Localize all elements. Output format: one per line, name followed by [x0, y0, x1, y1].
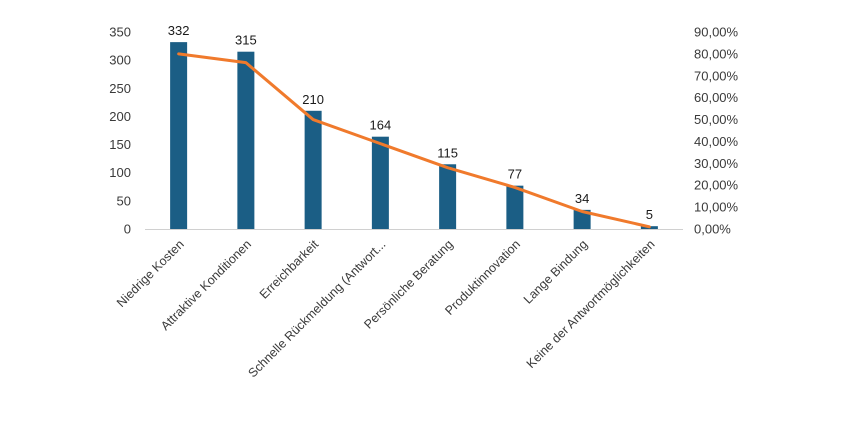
category-label: Erreichbarkeit	[257, 237, 322, 302]
left-axis-tick-label: 300	[109, 53, 131, 68]
bar	[237, 51, 255, 230]
left-axis-tick-label: 100	[109, 165, 131, 180]
bar	[371, 136, 389, 229]
right-axis-tick-label: 90,00%	[694, 25, 739, 40]
left-axis-tick-label: 250	[109, 81, 131, 96]
category-label: Niedrige Kosten	[114, 237, 187, 310]
right-axis-tick-label: 0,00%	[694, 222, 731, 237]
right-axis-tick-label: 30,00%	[694, 156, 739, 171]
category-label: Produktinnovation	[442, 237, 523, 318]
left-axis-tick-label: 50	[117, 193, 131, 208]
left-axis-tick-label: 350	[109, 25, 131, 40]
right-axis-tick-label: 50,00%	[694, 112, 739, 127]
bar-data-label: 164	[370, 118, 392, 133]
bar-data-label: 115	[437, 145, 458, 160]
bar-data-label: 34	[575, 191, 589, 206]
bar-data-label: 77	[508, 167, 522, 182]
left-axis-tick-label: 200	[109, 109, 131, 124]
category-label: Schnelle Rückmeldung (Antwort...	[245, 237, 388, 380]
bar	[304, 110, 322, 229]
bar-data-label: 5	[646, 207, 653, 222]
right-axis-tick-label: 40,00%	[694, 134, 739, 149]
left-axis-tick-label: 150	[109, 137, 131, 152]
right-axis-tick-label: 60,00%	[694, 90, 739, 105]
bar	[506, 185, 524, 229]
bar-data-label: 315	[235, 33, 257, 48]
category-label: Keine der Antwortmöglichkeiten	[524, 237, 658, 371]
right-axis-tick-label: 10,00%	[694, 200, 739, 215]
right-axis-tick-label: 80,00%	[694, 46, 739, 61]
cumulative-line	[177, 52, 651, 229]
bar-data-label: 332	[168, 23, 190, 38]
bar	[439, 164, 457, 229]
left-axis-tick-label: 0	[124, 222, 131, 237]
bar	[573, 209, 591, 229]
category-label: Lange Bindung	[521, 237, 590, 306]
right-axis-tick-label: 70,00%	[694, 68, 739, 83]
right-axis-tick-label: 20,00%	[694, 178, 739, 193]
bar-data-label: 210	[302, 92, 324, 107]
bar	[170, 42, 188, 230]
